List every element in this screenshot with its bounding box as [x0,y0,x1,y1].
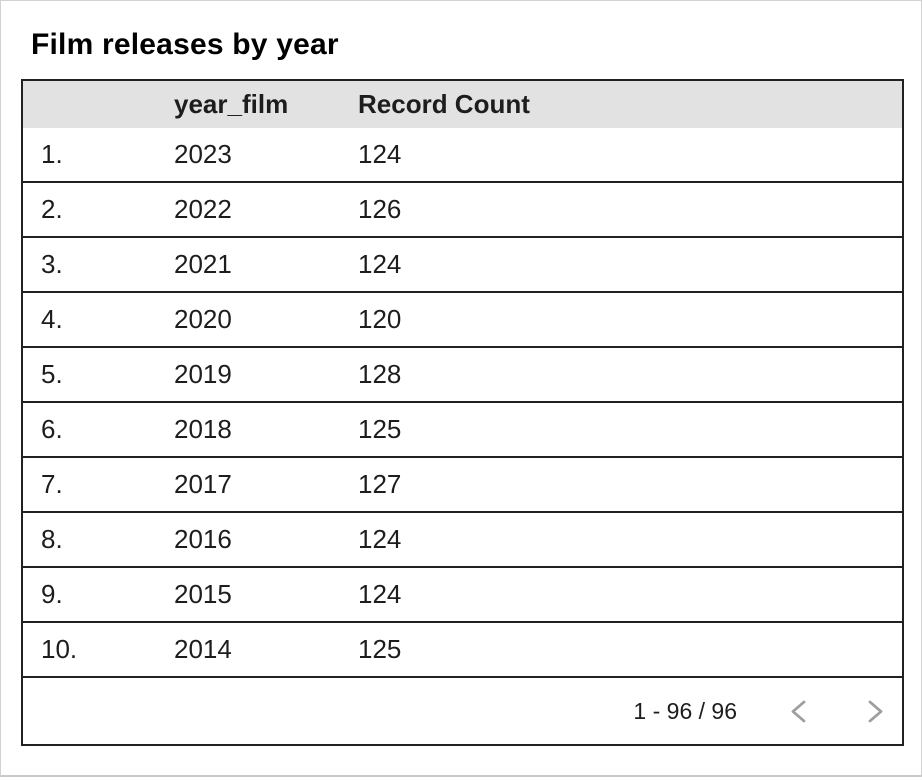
row-year-film: 2023 [174,139,232,169]
chart-title: Film releases by year [31,28,339,61]
row-record-count: 127 [358,469,402,499]
next-page-button[interactable] [864,698,888,724]
row-index: 6. [41,414,63,444]
row-index: 10. [41,634,78,664]
table-row: 4. 2020 120 [23,293,902,348]
row-record-count: 124 [358,524,402,554]
row-year-film: 2020 [174,304,232,334]
row-year-film: 2015 [174,579,232,609]
row-record-count: 125 [358,634,402,664]
table-body: 1. 2023 124 2. 2022 126 3. 2021 124 [23,128,902,678]
pagination-bar: 1 - 96 / 96 [23,678,902,744]
data-table: year_film Record Count 1. 2023 124 2. 20… [21,79,904,746]
row-record-count: 124 [358,579,402,609]
chevron-right-icon [865,699,887,724]
table-row: 8. 2016 124 [23,513,902,568]
row-year-film: 2016 [174,524,232,554]
header-year-film[interactable]: year_film [174,89,289,119]
row-year-film: 2018 [174,414,232,444]
table-row: 10. 2014 125 [23,623,902,678]
row-year-film: 2017 [174,469,232,499]
row-year-film: 2021 [174,249,232,279]
row-record-count: 125 [358,414,402,444]
row-index: 3. [41,249,63,279]
row-index: 8. [41,524,63,554]
table-row: 1. 2023 124 [23,128,902,183]
table-row: 7. 2017 127 [23,458,902,513]
prev-page-button[interactable] [786,698,810,724]
row-index: 7. [41,469,63,499]
row-index: 2. [41,194,63,224]
table-row: 2. 2022 126 [23,183,902,238]
row-index: 1. [41,139,63,169]
row-record-count: 126 [358,194,402,224]
row-record-count: 120 [358,304,402,334]
table-row: 9. 2015 124 [23,568,902,623]
table-header-row: year_film Record Count [23,81,902,128]
header-record-count[interactable]: Record Count [358,89,530,119]
row-year-film: 2014 [174,634,232,664]
pagination-range: 1 - 96 / 96 [633,697,737,724]
table-row: 5. 2019 128 [23,348,902,403]
row-record-count: 124 [358,139,402,169]
row-year-film: 2019 [174,359,232,389]
row-record-count: 124 [358,249,402,279]
row-index: 9. [41,579,63,609]
row-year-film: 2022 [174,194,232,224]
chevron-left-icon [787,699,809,724]
row-index: 4. [41,304,63,334]
row-index: 5. [41,359,63,389]
table-row: 6. 2018 125 [23,403,902,458]
table-row: 3. 2021 124 [23,238,902,293]
row-record-count: 128 [358,359,402,389]
